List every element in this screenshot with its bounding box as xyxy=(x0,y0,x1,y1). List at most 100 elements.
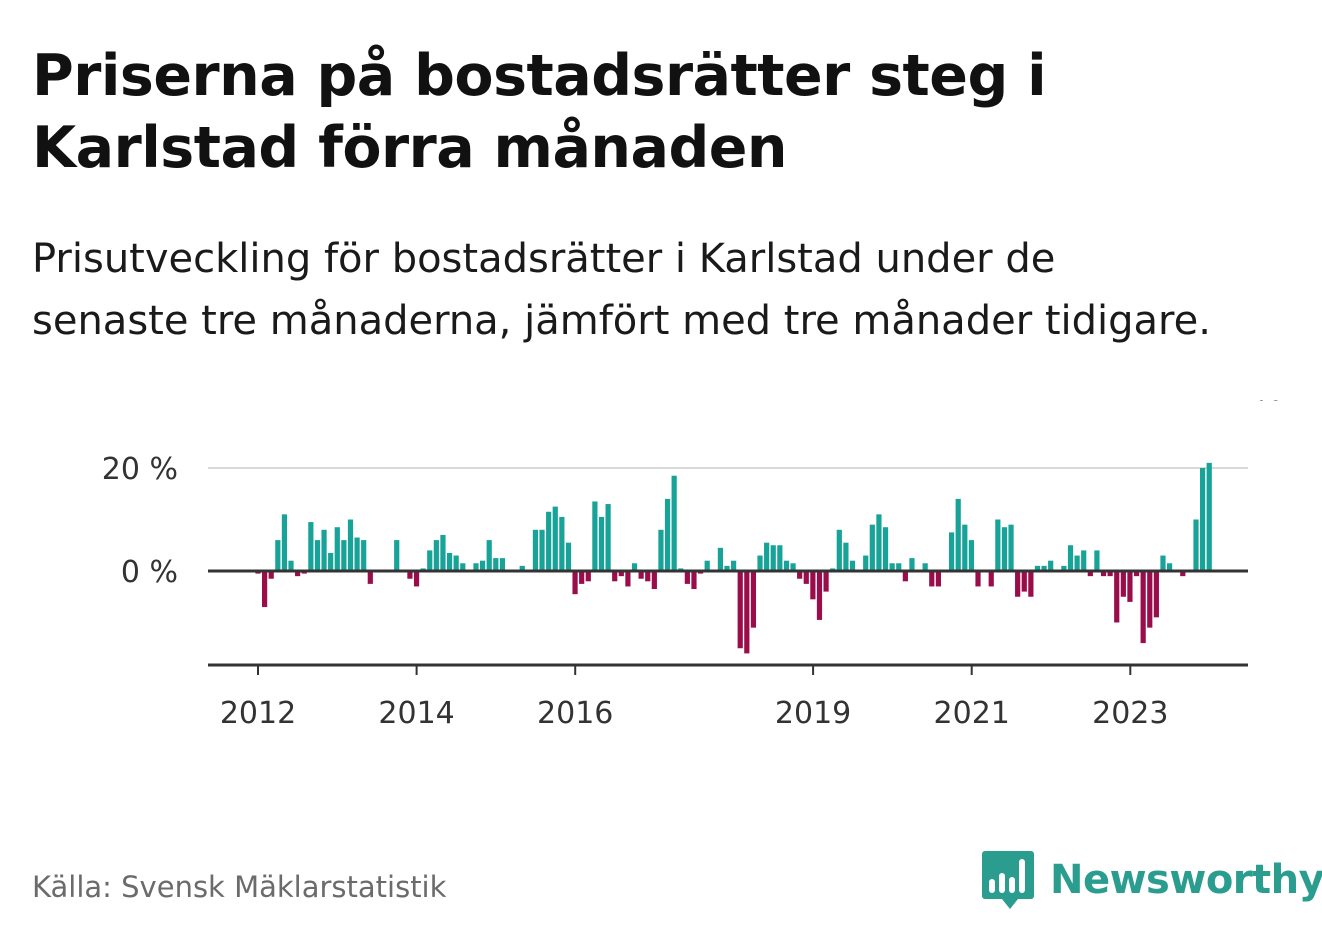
bar xyxy=(493,558,499,572)
bar xyxy=(427,550,433,571)
x-tick-label: 2023 xyxy=(1092,696,1168,730)
bar xyxy=(909,558,915,572)
bar xyxy=(1081,550,1087,571)
bar xyxy=(803,571,809,584)
bar xyxy=(407,571,413,579)
bar xyxy=(453,555,459,571)
bar xyxy=(592,501,598,571)
bar xyxy=(361,540,367,571)
bar xyxy=(988,571,994,587)
bar xyxy=(1127,571,1133,602)
bar xyxy=(790,563,796,572)
bar xyxy=(1061,565,1067,571)
bar xyxy=(579,571,585,584)
bar xyxy=(618,571,624,577)
bar xyxy=(816,571,823,620)
bar xyxy=(1133,571,1140,577)
bar xyxy=(671,475,677,571)
bar xyxy=(334,527,340,571)
bar xyxy=(473,563,479,572)
bar xyxy=(631,563,638,572)
bar xyxy=(1120,571,1126,597)
bar xyxy=(367,571,373,584)
bar xyxy=(328,552,334,571)
bar xyxy=(869,524,875,571)
bar-chart: 20 % 0 % 2012 2014 2016 2019 2021 2023 21 % xyxy=(102,400,1283,730)
bar xyxy=(1160,555,1166,571)
bar xyxy=(658,529,664,571)
bar xyxy=(750,571,757,628)
bar xyxy=(1200,468,1206,571)
bar xyxy=(968,540,975,571)
bar xyxy=(559,516,565,571)
bar xyxy=(757,555,763,571)
x-tick-label: 2012 xyxy=(220,696,296,730)
bar xyxy=(539,529,545,571)
bar xyxy=(1114,571,1120,623)
bar xyxy=(651,571,657,590)
bar xyxy=(1140,571,1146,644)
bar xyxy=(823,571,829,592)
bar xyxy=(1041,565,1047,571)
bar xyxy=(460,563,466,572)
bar xyxy=(962,524,968,571)
bar xyxy=(810,571,816,600)
bar xyxy=(281,514,288,571)
bar xyxy=(737,571,743,649)
x-tick-label: 2016 xyxy=(537,696,613,730)
brand-name: Newsworthy xyxy=(1050,857,1322,903)
bar xyxy=(288,560,294,571)
bar xyxy=(440,534,446,571)
bar xyxy=(638,571,644,579)
bar xyxy=(413,571,420,587)
bar xyxy=(1074,555,1080,571)
bar xyxy=(731,560,737,571)
bar xyxy=(691,571,697,590)
bar xyxy=(949,532,955,572)
bar xyxy=(1028,571,1034,597)
bar xyxy=(863,555,869,571)
source-note: Källa: Svensk Mäklarstatistik xyxy=(32,870,447,904)
bar xyxy=(1048,560,1054,571)
bar xyxy=(314,540,321,571)
bar xyxy=(585,571,591,582)
x-tick-label: 2019 xyxy=(775,696,851,730)
bar xyxy=(546,511,552,572)
bar xyxy=(1034,565,1041,571)
bar xyxy=(499,558,506,572)
bar xyxy=(1067,545,1074,571)
bar xyxy=(1021,571,1027,592)
bar xyxy=(955,498,961,571)
bar xyxy=(433,540,439,571)
newsworthy-logo-icon xyxy=(982,851,1034,909)
data-label: 21 % xyxy=(1206,400,1282,408)
bar xyxy=(797,571,803,579)
bar xyxy=(664,498,671,571)
x-tick-label: 2014 xyxy=(378,696,454,730)
bar xyxy=(704,560,710,571)
bar xyxy=(479,560,486,571)
bar xyxy=(321,529,327,571)
bar xyxy=(625,571,631,587)
bar xyxy=(1180,571,1186,577)
x-tick-label: 2021 xyxy=(934,696,1010,730)
bar xyxy=(876,514,882,571)
bar xyxy=(565,542,572,572)
bar xyxy=(308,522,314,571)
bar xyxy=(446,552,453,571)
chart-subtitle: Prisutveckling för bostadsrätter i Karls… xyxy=(32,236,1211,344)
bar xyxy=(268,571,274,579)
bar xyxy=(843,542,849,572)
bar xyxy=(684,571,690,584)
bar xyxy=(783,560,790,571)
bar xyxy=(532,529,539,571)
bar xyxy=(598,516,605,571)
bar xyxy=(295,571,301,577)
bar xyxy=(341,540,347,571)
bar xyxy=(777,545,783,571)
bar xyxy=(1206,462,1212,571)
bar xyxy=(1087,571,1093,577)
bar xyxy=(1193,519,1199,571)
bar xyxy=(724,565,730,571)
bar xyxy=(486,540,492,571)
